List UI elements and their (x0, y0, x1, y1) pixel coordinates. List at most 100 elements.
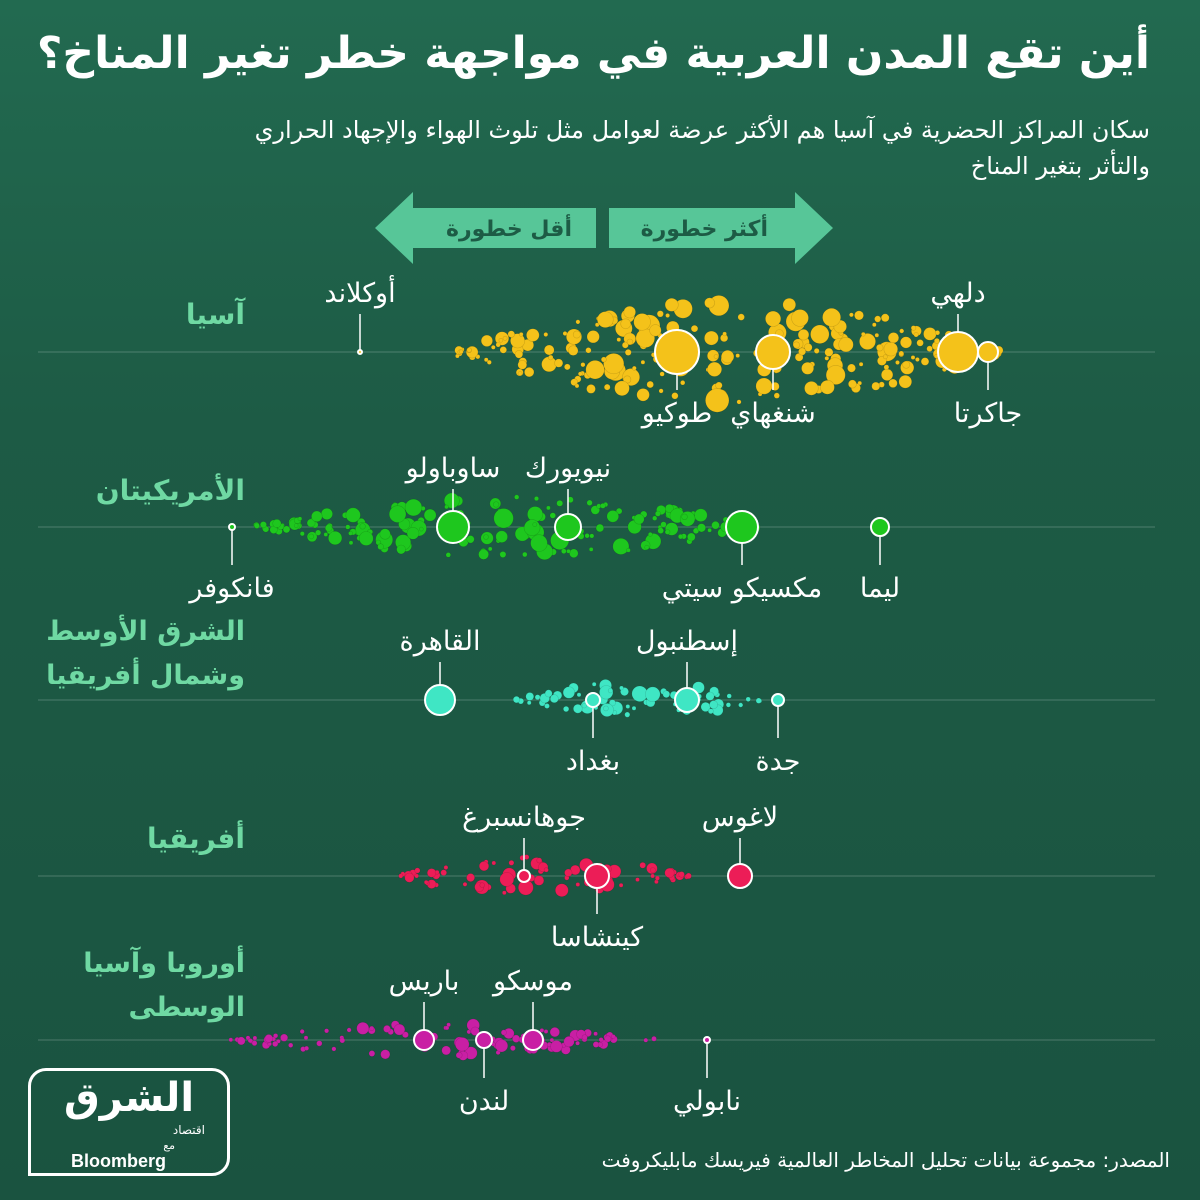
swarm-dot (495, 342, 501, 348)
city-marker: موسكو (491, 966, 573, 1051)
swarm-dot (792, 341, 800, 349)
swarm-dot (664, 529, 671, 535)
city-dot (357, 349, 363, 355)
swarm-dot (455, 1051, 463, 1059)
swarm-dot (570, 378, 579, 387)
swarm-dot (517, 359, 528, 370)
swarm-dot (880, 368, 894, 381)
swarm-dot (466, 347, 472, 353)
city-marker: جدة (755, 693, 801, 777)
city-label: لاغوس (702, 802, 778, 833)
swarm-dot (259, 521, 267, 529)
swarm-dot (406, 526, 420, 540)
less-risk-label: أقل خطورة (446, 213, 572, 242)
city-marker: جوهانسبرغ (462, 802, 586, 883)
swarm-dot (348, 530, 353, 536)
swarm-dot (495, 1039, 509, 1053)
swarm-dot (711, 520, 720, 530)
swarm-dot (359, 523, 366, 530)
swarm-dot (636, 388, 650, 402)
city-marker: جاكرتا (954, 341, 1022, 429)
swarm-dot (659, 371, 665, 377)
swarm-dot (315, 529, 322, 536)
city-label: جاكرتا (954, 398, 1022, 429)
region-label: آسيا (186, 297, 246, 331)
swarm-dot (458, 349, 464, 355)
swarm-dot (797, 329, 810, 341)
swarm-dot (877, 355, 887, 366)
swarm-dot (331, 1046, 337, 1052)
swarm-dot (566, 548, 571, 554)
swarm-dot (567, 345, 579, 356)
swarm-dot (820, 379, 835, 395)
city-marker: لاغوس (702, 802, 778, 889)
city-dot (977, 341, 999, 363)
swarm-dot (854, 310, 864, 321)
swarm-dot (383, 1025, 391, 1033)
swarm-dot (765, 310, 782, 327)
swarm-dot (478, 549, 489, 560)
swarm-dot (709, 700, 718, 710)
swarm-dot (533, 875, 545, 886)
swarm-dot (444, 504, 449, 510)
swarm-dot (507, 330, 515, 338)
swarm-dot (299, 531, 305, 537)
swarm-dot (618, 882, 624, 888)
swarm-dot (549, 694, 559, 704)
swarm-dot (920, 357, 930, 366)
swarm-dot (593, 1031, 598, 1036)
swarm-dot (755, 697, 762, 704)
swarm-dot (514, 494, 520, 500)
swarm-dot (848, 379, 857, 389)
swarm-dot (626, 338, 634, 346)
source-note: المصدر: مجموعة بيانات تحليل المخاطر العا… (601, 1148, 1170, 1172)
swarm-dot (426, 868, 437, 878)
swarm-dot (685, 872, 692, 880)
swarm-dot (486, 359, 492, 365)
swarm-dot (480, 334, 493, 347)
swarm-dot (623, 305, 636, 319)
swarm-dot (603, 705, 609, 712)
swarm-dot (847, 363, 856, 373)
swarm-dot (356, 1021, 370, 1035)
swarm-dot (621, 341, 629, 349)
swarm-dot (550, 1040, 563, 1053)
swarm-dot (543, 332, 549, 337)
swarm-dot (720, 350, 735, 364)
city-dot (228, 523, 236, 531)
swarm-dot (915, 357, 920, 362)
swarm-dot (554, 358, 564, 368)
swarm-dot (493, 508, 514, 529)
swarm-dot (722, 331, 727, 337)
swarm-dot (517, 371, 523, 376)
swarm-dot (544, 703, 550, 709)
swarm-dot (323, 532, 329, 537)
more-risk-label: أكثر خطورة (641, 213, 768, 242)
swarm-dot (396, 544, 406, 555)
swarm-dot (860, 331, 866, 337)
city-dot (584, 863, 610, 889)
city-label: جدة (755, 746, 800, 777)
city-marker: القاهرة (400, 626, 480, 716)
swarm-dot (306, 518, 316, 528)
swarm-dot (664, 867, 675, 879)
swarm-dot (556, 499, 564, 507)
swarm-dot (299, 1029, 305, 1035)
city-label: إسطنبول (636, 626, 738, 657)
swarm-dot (441, 1045, 452, 1056)
swarm-dot (502, 335, 508, 341)
swarm-dot (791, 309, 809, 327)
swarm-dot (705, 388, 730, 413)
swarm-dot (293, 523, 299, 528)
swarm-dot (534, 694, 541, 701)
city-label: ليما (860, 573, 900, 604)
swarm-dot (649, 324, 662, 337)
swarm-dot (253, 522, 260, 529)
city-label: كينشاسا (551, 922, 643, 953)
swarm-dot (560, 548, 567, 555)
swarm-dot (635, 877, 640, 882)
city-dot (755, 334, 791, 370)
swarm-dot (898, 350, 905, 357)
swarm-dot (603, 383, 611, 391)
